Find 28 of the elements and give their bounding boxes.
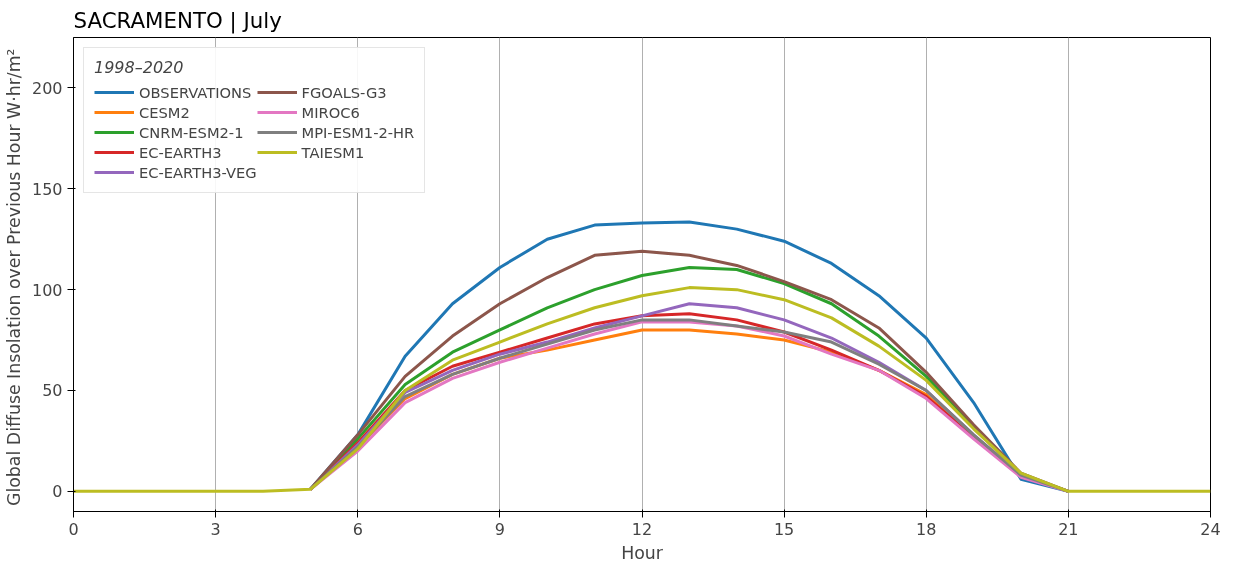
y-tick-label: 100 — [31, 280, 63, 300]
y-tick-label: 150 — [31, 179, 63, 199]
x-tick-label: 6 — [352, 519, 363, 539]
legend-label: EC-EARTH3-VEG — [139, 163, 257, 181]
x-tick-label: 18 — [916, 519, 937, 539]
x-tick-label: 15 — [773, 519, 795, 539]
x-tick-label: 0 — [68, 519, 79, 539]
legend-title: 1998–2020 — [94, 58, 185, 77]
legend-label: TAIESM1 — [301, 143, 365, 161]
x-tick-label: 24 — [1200, 519, 1221, 539]
x-tick-label: 3 — [210, 519, 221, 539]
legend-label: MPI-ESM1-2-HR — [301, 123, 415, 141]
legend-label: MIROC6 — [301, 103, 360, 121]
y-axis-title: Global Diffuse Insolation over Previous Hour W·hr/m² — [3, 48, 24, 506]
legend-label: FGOALS-G3 — [301, 83, 387, 101]
x-tick-label: 12 — [631, 519, 653, 539]
legend-label: CESM2 — [139, 103, 190, 121]
x-axis-title: Hour — [621, 542, 664, 563]
x-tick-label: 21 — [1058, 519, 1079, 539]
y-tick-label: 0 — [52, 482, 63, 502]
y-tick-label: 200 — [31, 78, 63, 98]
x-tick-label: 9 — [494, 519, 505, 539]
chart-title: SACRAMENTO | July — [73, 7, 282, 34]
y-tick-label: 50 — [42, 381, 63, 401]
legend-label: CNRM-ESM2-1 — [139, 123, 244, 141]
line-series — [73, 286, 1211, 493]
legend-label: OBSERVATIONS — [139, 83, 252, 101]
legend-label: EC-EARTH3 — [139, 143, 222, 161]
